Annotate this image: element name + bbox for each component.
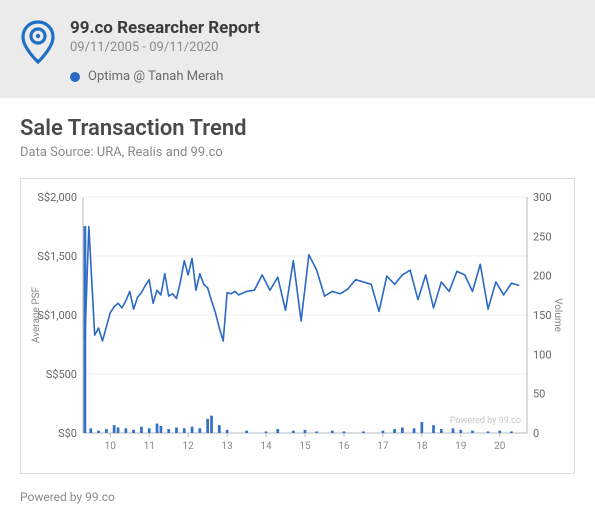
svg-text:Powered by 99.co: Powered by 99.co	[450, 416, 521, 426]
svg-text:S$0: S$0	[58, 427, 77, 440]
sale-trend-chart: S$0 S$500 S$1,000 S$1,500 S$2,000 0 50 100 150 20…	[25, 185, 565, 465]
svg-text:11: 11	[144, 441, 155, 452]
svg-text:0: 0	[533, 427, 539, 440]
report-header: 99.co Researcher Report 09/11/2005 - 09/…	[0, 0, 595, 98]
date-range: 09/11/2005 - 09/11/2020	[70, 40, 575, 55]
legend-dot-icon	[70, 72, 80, 82]
legend-label: Optima @ Tanah Merah	[88, 69, 223, 84]
svg-text:Average PSF: Average PSF	[31, 286, 42, 343]
svg-text:50: 50	[533, 388, 545, 401]
chart-container: S$0 S$500 S$1,000 S$1,500 S$2,000 0 50 100 150 20…	[20, 178, 575, 474]
svg-text:150: 150	[533, 309, 552, 322]
svg-text:13: 13	[221, 441, 232, 452]
svg-text:S$1,500: S$1,500	[37, 250, 77, 263]
logo-icon	[20, 18, 56, 68]
svg-text:S$500: S$500	[46, 368, 77, 381]
svg-text:Volume: Volume	[552, 298, 563, 332]
svg-text:19: 19	[455, 441, 466, 452]
svg-text:200: 200	[533, 270, 552, 283]
section-title: Sale Transaction Trend	[20, 116, 575, 141]
data-source: Data Source: URA, Realis and 99.co	[20, 145, 575, 160]
svg-text:S$2,000: S$2,000	[37, 191, 77, 204]
svg-text:15: 15	[299, 441, 311, 452]
svg-text:300: 300	[533, 191, 552, 204]
svg-text:10: 10	[105, 441, 117, 452]
svg-text:14: 14	[260, 441, 272, 452]
svg-text:100: 100	[533, 348, 552, 361]
svg-text:18: 18	[416, 441, 428, 452]
svg-text:16: 16	[338, 441, 350, 452]
svg-text:17: 17	[377, 441, 389, 452]
svg-text:250: 250	[533, 230, 552, 243]
legend: Optima @ Tanah Merah	[70, 69, 575, 84]
svg-text:20: 20	[494, 441, 506, 452]
report-title: 99.co Researcher Report	[70, 18, 575, 38]
footer-credit: Powered by 99.co	[0, 484, 595, 520]
svg-text:S$1,000: S$1,000	[37, 309, 77, 322]
svg-text:12: 12	[183, 441, 195, 452]
